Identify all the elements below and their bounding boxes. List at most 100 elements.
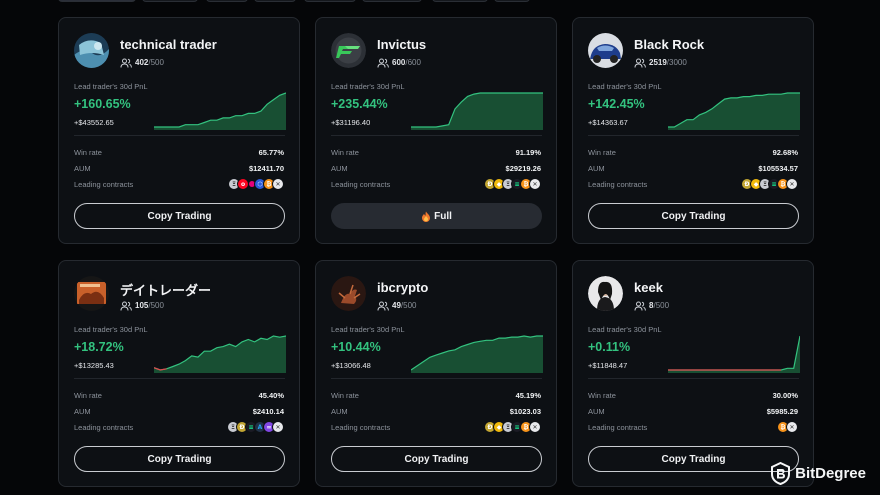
followers-icon — [634, 301, 646, 311]
pnl-percent: +235.44% — [331, 97, 388, 111]
copy-trading-button[interactable]: Copy Trading — [74, 203, 285, 229]
pnl-area — [154, 93, 286, 130]
aum-value: $29219.26 — [505, 164, 541, 173]
aum-value: $1023.03 — [509, 407, 541, 416]
tab[interactable] — [254, 0, 296, 2]
xrp-icon: ✕ — [272, 421, 284, 433]
trader-avatar[interactable] — [588, 33, 623, 68]
win-rate-label: Win rate — [331, 391, 359, 400]
pnl-amount: +$11848.47 — [588, 361, 628, 370]
followers-icon — [634, 58, 646, 68]
leading-contracts-icons[interactable]: Ð ◆ Ξ ≡ ₿ ✕ — [484, 178, 541, 190]
pnl-area — [411, 336, 543, 373]
aum-value: $2410.14 — [252, 407, 284, 416]
win-rate-value: 45.40% — [258, 391, 284, 400]
win-rate-value: 92.68% — [772, 148, 798, 157]
trader-avatar[interactable] — [331, 276, 366, 311]
win-rate-label: Win rate — [588, 148, 616, 157]
copy-trading-button[interactable]: Copy Trading — [588, 203, 799, 229]
leading-contracts-icons[interactable]: ₿ ✕ — [777, 421, 798, 433]
trader-card[interactable]: ibcrypto 49/500 Lead trader's 30d PnL +1… — [315, 260, 557, 487]
pnl-sparkline — [411, 92, 543, 130]
tab-active[interactable] — [58, 0, 136, 2]
pnl-label: Lead trader's 30d PnL — [588, 325, 662, 334]
trader-name[interactable]: technical trader — [120, 37, 217, 52]
copy-trading-button[interactable]: Copy Trading — [588, 446, 799, 472]
copy-trading-button[interactable]: Copy Trading — [331, 446, 542, 472]
trader-name[interactable]: ibcrypto — [377, 280, 429, 295]
win-rate-label: Win rate — [588, 391, 616, 400]
trader-card[interactable]: Black Rock 2519/3000 Lead trader's 30d P… — [572, 17, 814, 244]
tab[interactable] — [206, 0, 248, 2]
win-rate-value: 30.00% — [772, 391, 798, 400]
brand-name: BitDegree — [795, 464, 866, 482]
pnl-sparkline — [154, 335, 286, 373]
op-icon: o — [237, 178, 249, 190]
leading-contracts-icons[interactable]: Ð ◆ Ξ ≡ ₿ ✕ — [741, 178, 798, 190]
pnl-line — [154, 92, 286, 128]
pnl-line — [411, 92, 543, 128]
followers-icon — [120, 58, 132, 68]
pnl-percent: +142.45% — [588, 97, 645, 111]
pnl-area — [668, 336, 800, 373]
top-tab-strip — [0, 0, 880, 2]
pnl-label: Lead trader's 30d PnL — [74, 325, 148, 334]
follower-count: 105/500 — [120, 300, 164, 311]
trader-avatar[interactable] — [74, 33, 109, 68]
pnl-amount: +$13285.43 — [74, 361, 114, 370]
pnl-line — [668, 92, 800, 128]
follower-count: 8/500 — [634, 300, 669, 311]
followers-current: 105 — [135, 301, 149, 310]
trader-card[interactable]: デイトレーダー 105/500 Lead trader's 30d PnL +1… — [58, 260, 300, 487]
aum-label: AUM — [331, 407, 348, 416]
divider — [331, 378, 542, 379]
pnl-line — [154, 335, 286, 371]
trader-name[interactable]: keek — [634, 280, 663, 295]
trader-name[interactable]: Black Rock — [634, 37, 705, 52]
xrp-icon: ✕ — [529, 178, 541, 190]
followers-max: 3000 — [669, 58, 687, 67]
pnl-line — [411, 335, 543, 371]
followers-current: 600 — [392, 58, 406, 67]
trader-card[interactable]: technical trader 402/500 Lead trader's 3… — [58, 17, 300, 244]
pnl-percent: +160.65% — [74, 97, 131, 111]
trader-avatar[interactable] — [588, 276, 623, 311]
win-rate-value: 45.19% — [515, 391, 541, 400]
tab[interactable] — [432, 0, 488, 2]
divider — [331, 135, 542, 136]
aum-label: AUM — [74, 407, 91, 416]
followers-max: 500 — [403, 301, 417, 310]
trader-avatar[interactable] — [74, 276, 109, 311]
trader-name[interactable]: Invictus — [377, 37, 427, 52]
aum-label: AUM — [74, 164, 91, 173]
trader-name[interactable]: デイトレーダー — [120, 283, 212, 298]
trader-avatar[interactable] — [331, 33, 366, 68]
copy-trading-button[interactable]: Copy Trading — [74, 446, 285, 472]
leading-contracts-label: Leading contracts — [588, 423, 648, 432]
win-rate-label: Win rate — [74, 391, 102, 400]
win-rate-value: 91.19% — [515, 148, 541, 157]
tab[interactable] — [142, 0, 198, 2]
followers-max: 500 — [150, 301, 164, 310]
leading-contracts-icons[interactable]: Ð ◆ Ξ ≡ ₿ ✕ — [484, 421, 541, 433]
leading-contracts-icons[interactable]: Ξ Ð ≡ A ∞ ✕ — [227, 421, 284, 433]
tab[interactable] — [304, 0, 356, 2]
pnl-amount: +$31196.40 — [331, 118, 371, 127]
tab[interactable] — [362, 0, 422, 2]
followers-icon — [120, 301, 132, 311]
leading-contracts-label: Leading contracts — [74, 423, 134, 432]
divider — [588, 378, 799, 379]
pnl-sparkline — [668, 335, 800, 373]
tab[interactable] — [494, 0, 530, 2]
xrp-icon: ✕ — [272, 178, 284, 190]
follower-count: 402/500 — [120, 57, 164, 68]
leading-contracts-label: Leading contracts — [331, 423, 391, 432]
full-button[interactable]: Full — [331, 203, 542, 229]
followers-max: 500 — [655, 301, 670, 310]
follower-count: 600/600 — [377, 57, 421, 68]
trader-card[interactable]: Invictus 600/600 Lead trader's 30d PnL +… — [315, 17, 557, 244]
pnl-line-negative — [154, 367, 167, 371]
xrp-icon: ✕ — [786, 421, 798, 433]
trader-card[interactable]: keek 8/500 Lead trader's 30d PnL +0.11% … — [572, 260, 814, 487]
